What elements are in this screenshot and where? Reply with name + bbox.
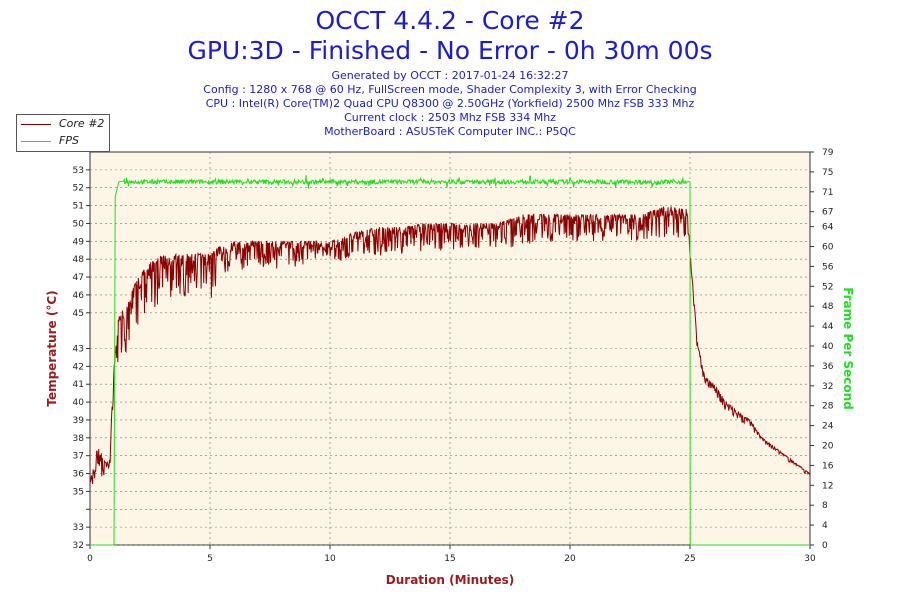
y-tick-label: 50 [73,219,85,229]
legend-label-fps: FPS [59,134,79,147]
y-tick-label: 51 [73,202,84,212]
y-tick-label: 33 [73,523,84,533]
y2-tick-label: 28 [822,402,834,412]
y-tick-label: 38 [73,434,85,444]
y2-tick-label: 4 [822,521,828,531]
legend-swatch-core2 [21,124,51,125]
y-tick-label: 32 [73,541,84,551]
y2-tick-label: 75 [822,168,833,178]
y-tick-label: 35 [73,487,84,497]
y2-tick-label: 0 [822,541,828,551]
y2-tick-label: 52 [822,282,833,292]
y-tick-label: 37 [73,452,84,462]
x-axis-label: Duration (Minutes) [386,573,514,587]
y2-tick-label: 67 [822,208,833,218]
series-fps-line [90,175,810,546]
legend-label-core2: Core #2 [59,117,105,130]
y-tick-label: 42 [73,362,84,372]
y2-tick-label: 16 [822,461,834,471]
y-tick-label: 40 [73,398,85,408]
legend-swatch-fps [21,141,51,142]
info-cpu: CPU : Intel(R) Core(TM)2 Quad CPU Q8300 … [205,97,695,110]
info-motherboard: MotherBoard : ASUSTeK Computer INC.: P5Q… [324,125,576,138]
y-tick-label: 45 [73,309,84,319]
y-axis-label: Temperature (°C) [45,290,59,406]
chart-legend: Core #2 FPS [16,114,110,152]
y-tick-label: 53 [73,166,84,176]
x-tick-label: 15 [444,554,455,564]
y2-axis-label: Frame Per Second [841,287,855,410]
y2-tick-label: 36 [822,362,834,372]
y2-tick-label: 12 [822,481,833,491]
y2-tick-label: 40 [822,342,834,352]
x-tick-label: 20 [564,554,576,564]
y2-tick-label: 44 [822,322,834,332]
y2-tick-label: 48 [822,302,834,312]
y2-tick-label: 60 [822,243,834,253]
x-tick-label: 30 [804,554,816,564]
y2-tick-label: 64 [822,223,834,233]
y-tick-label: 46 [73,291,85,301]
chart-title: OCCT 4.4.2 - Core #2 [315,6,585,35]
y-tick-label: 36 [73,470,85,480]
y-tick-label: 48 [73,255,85,265]
x-tick-label: 25 [684,554,695,564]
y2-tick-label: 24 [822,422,834,432]
info-generated: Generated by OCCT : 2017-01-24 16:32:27 [331,69,569,82]
y-tick-label: 47 [73,273,84,283]
chart-subtitle: GPU:3D - Finished - No Error - 0h 30m 00… [187,36,713,65]
info-clock: Current clock : 2503 Mhz FSB 334 Mhz [344,111,556,124]
y-tick-label: 41 [73,380,84,390]
y-tick-label: 52 [73,184,84,194]
y2-tick-label: 79 [822,148,834,158]
x-tick-label: 0 [87,554,93,564]
y2-tick-label: 56 [822,262,834,272]
y2-tick-label: 8 [822,501,828,511]
y2-tick-label: 20 [822,442,834,452]
y-tick-label: 39 [73,416,85,426]
x-tick-label: 5 [207,554,213,564]
x-tick-label: 10 [324,554,336,564]
y-tick-label: 49 [73,237,85,247]
info-config: Config : 1280 x 768 @ 60 Hz, FullScreen … [203,83,697,96]
y2-tick-label: 71 [822,188,833,198]
y2-tick-label: 32 [822,382,833,392]
y-tick-label: 43 [73,345,84,355]
